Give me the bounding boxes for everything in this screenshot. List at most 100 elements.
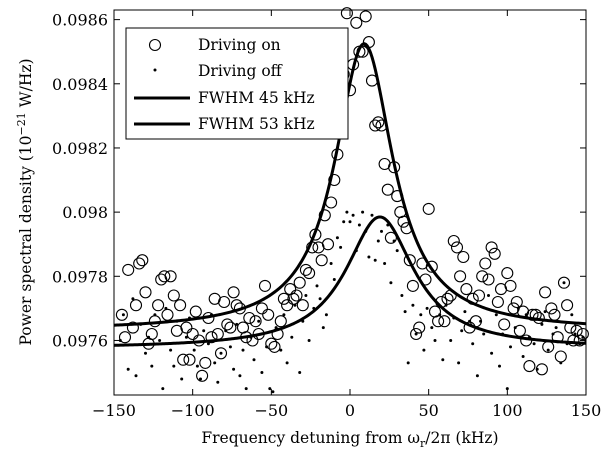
x-tick-label: 50 [418, 401, 438, 420]
driving-on-point [136, 254, 149, 267]
driving-off-point [490, 351, 494, 355]
driving-on-point [457, 250, 470, 264]
driving-off-point [468, 319, 472, 323]
driving-off-point [153, 313, 157, 317]
driving-off-point [573, 332, 577, 336]
y-axis-label: Power spectral density (10−21 W/Hz) [15, 58, 35, 345]
driving-off-point [228, 345, 232, 349]
legend-open-circle-marker [148, 38, 162, 52]
driving-off-point [471, 342, 475, 346]
driving-on-point [403, 254, 416, 267]
driving-on-point [186, 327, 199, 341]
y-tick-label: 0.0982 [52, 139, 108, 158]
driving-on-point [425, 260, 438, 273]
driving-off-point [392, 239, 396, 243]
driving-off-point [348, 220, 352, 224]
driving-off-point [318, 297, 322, 301]
driving-on-point [381, 183, 394, 196]
legend-label-fwhm-53: FWHM 53 kHz [198, 115, 315, 133]
driving-off-point [361, 210, 365, 214]
driving-off-point [411, 303, 415, 307]
driving-off-point [479, 319, 483, 323]
driving-off-point [118, 339, 122, 342]
driving-on-point [183, 353, 196, 366]
driving-off-point [150, 364, 154, 368]
driving-off-point [357, 223, 361, 227]
y-tick-label: 0.0978 [52, 267, 108, 286]
driving-on-point [488, 247, 501, 260]
driving-on-point [359, 10, 372, 23]
driving-on-point [296, 299, 309, 312]
driving-on-point [122, 263, 135, 276]
driving-off-point [373, 258, 377, 262]
driving-off-point [279, 348, 283, 352]
driving-off-point [172, 364, 176, 368]
driving-on-point [472, 289, 486, 302]
driving-on-point [290, 289, 303, 302]
driving-off-point [307, 339, 311, 342]
driving-on-point [221, 318, 234, 331]
driving-on-point [218, 295, 231, 309]
x-tick-label: 150 [571, 401, 602, 420]
driving-off-point [444, 303, 448, 307]
driving-on-point [277, 292, 290, 305]
driving-off-point [265, 345, 269, 349]
driving-on-point [328, 173, 341, 187]
driving-off-point [298, 371, 302, 374]
driving-off-point [293, 303, 297, 307]
driving-off-point [268, 387, 272, 391]
driving-on-point [576, 327, 589, 341]
driving-on-point [410, 327, 423, 341]
driving-off-point [134, 374, 138, 378]
driving-on-point [118, 331, 132, 344]
driving-on-point [281, 299, 294, 312]
driving-on-point [454, 270, 467, 283]
driving-on-point [438, 315, 451, 328]
driving-on-point [450, 241, 464, 254]
driving-on-point [557, 276, 571, 289]
driving-off-point [241, 348, 245, 352]
driving-on-point [315, 254, 328, 267]
driving-off-point [457, 361, 461, 365]
driving-off-point [475, 374, 479, 378]
driving-off-point [169, 348, 173, 352]
driving-off-point [339, 245, 343, 249]
driving-on-point [501, 267, 514, 280]
driving-off-point [184, 335, 188, 339]
driving-off-point [422, 348, 426, 352]
driving-on-point [510, 295, 523, 309]
driving-off-point [351, 213, 355, 217]
driving-off-point [543, 310, 547, 314]
driving-off-point [535, 367, 539, 371]
legend-item-fwhm-45: FWHM 45 kHz [134, 89, 315, 107]
driving-off-point [131, 297, 135, 301]
driving-off-point [257, 319, 261, 323]
driving-off-point [463, 310, 467, 314]
driving-off-point [554, 326, 558, 330]
driving-on-point [406, 279, 419, 292]
driving-off-point [144, 351, 147, 355]
driving-on-point [205, 331, 218, 344]
driving-off-point [238, 374, 242, 378]
driving-on-point [158, 270, 171, 283]
x-tick-label: −50 [254, 401, 288, 420]
driving-on-point [293, 276, 306, 289]
driving-on-point [196, 369, 209, 382]
legend-dot-marker [153, 68, 157, 72]
driving-off-point [147, 335, 151, 339]
driving-on-point [180, 321, 193, 334]
driving-off-point [389, 281, 393, 285]
driving-off-point [192, 348, 196, 352]
driving-off-point [195, 364, 199, 368]
driving-off-point [342, 220, 346, 224]
y-tick-label: 0.0986 [52, 11, 108, 30]
driving-on-point [539, 286, 552, 299]
driving-on-point [340, 7, 353, 20]
driving-on-point [214, 347, 228, 360]
driving-off-point [158, 339, 162, 342]
series-4 [113, 215, 587, 347]
driving-off-point [414, 332, 418, 336]
driving-off-point [235, 322, 239, 326]
driving-off-point [419, 313, 423, 317]
